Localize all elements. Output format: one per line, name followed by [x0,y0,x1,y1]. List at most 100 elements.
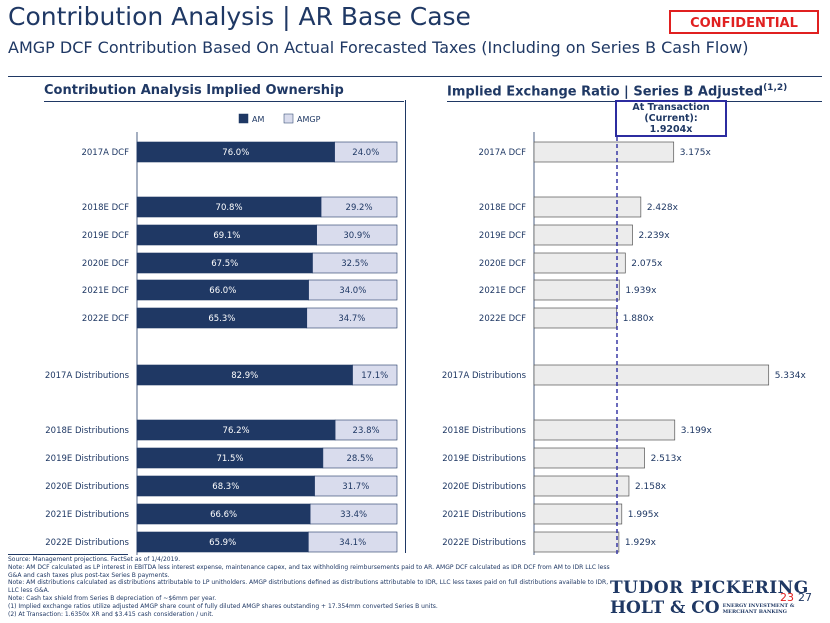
am-value-label-2018e-dcf: 70.8% [216,203,243,213]
amgp-bar-2017a-dcf [334,141,398,163]
logo-tagline: ENERGY INVESTMENT & MERCHANT BANKING [723,603,795,615]
left-category-label-2017a-distributions: 2017A Distributions [45,371,130,381]
left-category-label-2022e-dcf: 2022E DCF [82,314,129,324]
left-category-label-2019e-dcf: 2019E DCF [82,231,129,241]
left-category-label-2018e-dcf: 2018E DCF [82,203,129,213]
confidential-badge: CONFIDENTIAL [669,10,819,34]
exchange-ratio-label-2022e-dcf: 1.880x [623,314,655,324]
ownership-chart: AM AMGP 2017A DCF 76.0% 24.0% 2018E DCF 70.8% 2… [45,113,398,555]
logo-line2-text: HOLT & CO [610,598,720,618]
amgp-bar-2019e-dcf [316,224,398,246]
am-value-label-2019e-dcf: 69.1% [213,231,240,241]
footnote-line: (1) Implied exchange ratios utilize adju… [8,602,438,610]
exchange-ratio-bar-2021e-dcf [533,279,620,301]
right-section-footnote-ref: (1,2) [763,83,788,93]
exchange-ratio-bar-2018e-dcf [533,196,642,218]
right-category-label-2022e-dcf: 2022E DCF [479,314,526,324]
exchange-ratio-bar-2018e-distributions [533,419,676,441]
right-category-label-2017a-dcf: 2017A DCF [478,148,526,158]
exchange-ratio-bar-2019e-distributions [533,447,645,469]
logo-tag1: ENERGY INVESTMENT & [722,602,795,609]
exchange-ratio-label-2020e-dcf: 2.075x [631,259,663,269]
amgp-value-label-2021e-dcf: 34.0% [339,286,366,296]
logo-line2: HOLT & CO ENERGY INVESTMENT & MERCHANT BAN… [610,598,794,618]
amgp-bar-2022e-distributions [308,531,398,553]
left-section-title: Contribution Analysis Implied Ownership [44,83,344,98]
right-category-label-2020e-dcf: 2020E DCF [479,259,526,269]
amgp-value-label-2020e-distributions: 31.7% [342,482,369,492]
right-section-title-text: Implied Exchange Ratio | Series B Adjust… [447,84,764,100]
am-value-label-2022e-dcf: 65.3% [208,314,235,324]
exchange-ratio-bar-2021e-distributions [533,503,623,525]
am-value-label-2022e-distributions: 65.9% [209,538,236,548]
exchange-ratio-bar-2017a-distributions [533,364,770,386]
amgp-bar-2022e-dcf [306,307,398,329]
exchange-ratio-label-2019e-distributions: 2.513x [651,454,683,464]
left-category-label-2020e-distributions: 2020E Distributions [45,482,129,492]
exchange-ratio-bar-2020e-dcf [533,252,626,274]
legend-am-label: AM [252,115,264,124]
amgp-value-label-2017a-distributions: 17.1% [361,371,388,381]
logo-tag2: MERCHANT BANKING [722,608,787,615]
legend-amgp-swatch [283,113,294,124]
page-number-blue: 27 [798,591,812,604]
amgp-value-label-2018e-dcf: 29.2% [346,203,373,213]
am-value-label-2020e-distributions: 68.3% [212,482,239,492]
right-category-label-2021e-dcf: 2021E DCF [479,286,526,296]
amgp-bar-2021e-distributions [309,503,398,525]
right-category-label-2019e-dcf: 2019E DCF [479,231,526,241]
footnote-line: Note: AM DCF calculated as LP interest i… [8,563,610,571]
amgp-value-label-2017a-dcf: 24.0% [352,148,379,158]
right-category-label-2020e-distributions: 2020E Distributions [442,482,526,492]
amgp-value-label-2019e-distributions: 28.5% [346,454,373,464]
am-value-label-2017a-distributions: 82.9% [231,371,258,381]
amgp-value-label-2022e-dcf: 34.7% [338,314,365,324]
exchange-ratio-bar-2022e-dcf [533,307,618,329]
exchange-ratio-label-2022e-distributions: 1.929x [625,538,657,548]
amgp-value-label-2019e-dcf: 30.9% [343,231,370,241]
footnote-line: LLC less G&A. [8,587,50,595]
company-logo: TUDOR PICKERING HOLT & CO ENERGY INVESTME… [610,578,809,618]
logo-line1: TUDOR PICKERING [610,578,809,598]
right-category-label-2021e-distributions: 2021E Distributions [442,510,526,520]
am-value-label-2020e-dcf: 67.5% [211,259,238,269]
amgp-value-label-2021e-distributions: 33.4% [340,510,367,520]
left-category-label-2018e-distributions: 2018E Distributions [45,426,129,436]
exchange-ratio-label-2017a-distributions: 5.334x [775,371,807,381]
right-category-label-2018e-dcf: 2018E DCF [479,203,526,213]
footnote-line: (2) At Transaction: 1.6350x XR and $3.41… [8,610,214,618]
am-value-label-2021e-dcf: 66.0% [209,286,236,296]
amgp-bar-2018e-dcf [320,196,398,218]
exchange-ratio-label-2017a-dcf: 3.175x [680,148,712,158]
section-separator [405,100,406,553]
page-subtitle: AMGP DCF Contribution Based On Actual Fo… [8,38,749,57]
amgp-value-label-2022e-distributions: 34.1% [339,538,366,548]
exchange-ratio-label-2018e-dcf: 2.428x [647,203,679,213]
header-divider [8,76,822,77]
legend-amgp-label: AMGP [297,115,321,124]
left-category-label-2022e-distributions: 2022E Distributions [45,538,129,548]
amgp-bar-2020e-distributions [314,475,398,497]
left-category-label-2017a-dcf: 2017A DCF [81,148,129,158]
callout-line1: At Transaction [632,102,710,113]
left-category-label-2019e-distributions: 2019E Distributions [45,454,129,464]
callout-line3: 1.9204x [649,124,693,135]
exchange-ratio-label-2021e-distributions: 1.995x [628,510,660,520]
exchange-ratio-chart: 2017A DCF 3.175x 2018E DCF 2.428x 2019E DCF 2… [442,132,807,555]
exchange-ratio-bar-2020e-distributions [533,475,630,497]
amgp-bar-2018e-distributions [334,419,398,441]
footnote-line: G&A and cash taxes plus post-tax Series … [8,571,170,579]
footnote-line: Source: Management projections. FactSet … [8,556,181,563]
amgp-bar-2019e-distributions [322,447,398,469]
right-category-label-2019e-distributions: 2019E Distributions [442,454,526,464]
am-value-label-2021e-distributions: 66.6% [210,510,237,520]
exchange-ratio-label-2021e-dcf: 1.939x [625,286,657,296]
exchange-ratio-bar-2019e-dcf [533,224,633,246]
footnote-line: Note: AM distributions calculated as dis… [8,579,609,587]
right-category-label-2022e-distributions: 2022E Distributions [442,538,526,548]
footnote-divider [8,554,128,555]
exchange-ratio-label-2019e-dcf: 2.239x [639,231,671,241]
amgp-bar-2017a-distributions [352,364,398,386]
page-title: Contribution Analysis | AR Base Case [8,2,471,31]
legend-am-swatch [238,113,249,124]
